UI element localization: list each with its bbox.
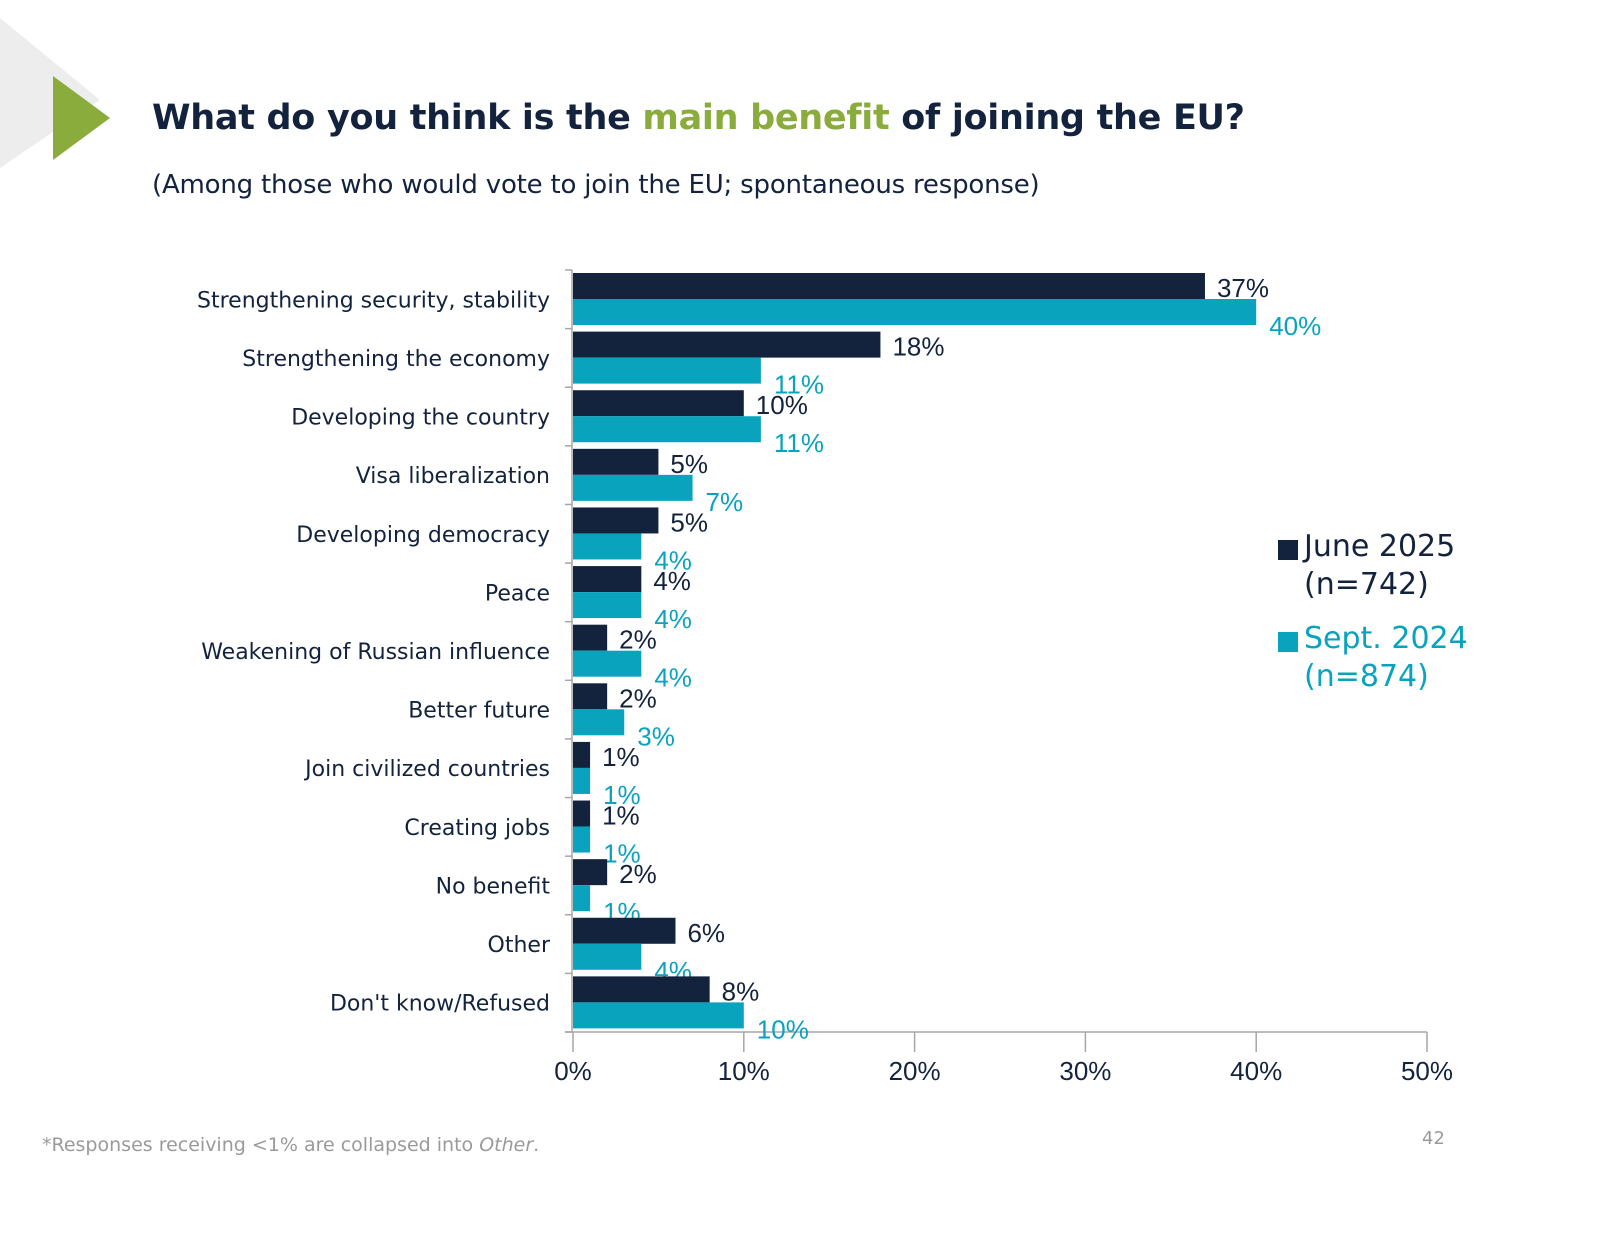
bar-june-2025-creating-jobs	[573, 800, 591, 827]
category-label-join-civilized-countries: Join civilized countries	[303, 757, 550, 782]
bar-june-2025-developing-democracy	[573, 507, 659, 534]
title-suffix: of joining the EU?	[889, 98, 1245, 138]
category-label-strengthening-security-stability: Strengthening security, stability	[197, 288, 550, 313]
slide-subtitle: (Among those who would vote to join the …	[152, 170, 1040, 200]
value-label-sept-2024-join-civilized-countries: 1%	[603, 780, 641, 810]
bar-june-2025-weakening-of-russian-influence	[573, 624, 608, 651]
category-label-developing-democracy: Developing democracy	[296, 523, 550, 548]
bar-sept-2024-no-benefit	[573, 885, 591, 912]
category-label-other: Other	[488, 933, 551, 958]
x-tick-label: 10%	[718, 1056, 770, 1086]
bar-sept-2024-strengthening-security-stability	[573, 299, 1257, 325]
bar-sept-2024-don-t-know-refused	[573, 1002, 744, 1029]
value-label-sept-2024-strengthening-the-economy: 11%	[774, 370, 824, 400]
value-label-june-2025-developing-democracy: 5%	[670, 507, 708, 537]
x-tick-label: 20%	[889, 1056, 941, 1086]
value-label-sept-2024-better-future: 3%	[637, 721, 675, 751]
value-label-sept-2024-peace: 4%	[654, 604, 692, 634]
x-tick-label: 50%	[1401, 1056, 1453, 1086]
legend-swatch-sept-2024	[1278, 632, 1298, 652]
legend-label-june-2025: June 2025	[1304, 529, 1456, 564]
category-label-weakening-of-russian-influence: Weakening of Russian influence	[201, 640, 550, 665]
value-label-sept-2024-developing-the-country: 11%	[774, 428, 824, 458]
bar-june-2025-strengthening-the-economy	[573, 331, 881, 358]
footnote-suffix: .	[533, 1134, 540, 1156]
footnote-prefix: *Responses receiving <1% are collapsed i…	[42, 1134, 480, 1156]
title-prefix: What do you think is the	[152, 98, 643, 138]
bar-june-2025-better-future	[573, 683, 608, 710]
value-label-june-2025-other: 6%	[687, 918, 725, 948]
legend-item-june-2025: June 2025 (n=742)	[1278, 528, 1468, 604]
x-tick-label: 40%	[1230, 1056, 1282, 1086]
footnote: *Responses receiving <1% are collapsed i…	[42, 1134, 539, 1156]
value-label-june-2025-weakening-of-russian-influence: 2%	[619, 625, 657, 655]
category-label-strengthening-the-economy: Strengthening the economy	[242, 347, 550, 372]
legend-label-sept-2024: Sept. 2024	[1304, 621, 1468, 656]
value-label-june-2025-creating-jobs: 1%	[602, 801, 640, 831]
title-highlight: main benefit	[642, 98, 890, 138]
bar-june-2025-join-civilized-countries	[573, 741, 591, 768]
bar-june-2025-visa-liberalization	[573, 448, 659, 475]
value-label-june-2025-developing-the-country: 10%	[756, 390, 808, 420]
value-label-sept-2024-strengthening-security-stability: 40%	[1269, 311, 1321, 341]
accent-triangle-icon	[53, 76, 110, 160]
category-label-don-t-know-refused: Don't know/Refused	[330, 992, 550, 1017]
bar-june-2025-developing-the-country	[573, 390, 744, 417]
bar-sept-2024-developing-democracy	[573, 533, 642, 560]
category-label-peace: Peace	[485, 581, 550, 606]
background-triangle	[0, 18, 100, 168]
slide-title: What do you think is the main benefit of…	[152, 98, 1245, 138]
bar-sept-2024-developing-the-country	[573, 416, 761, 443]
category-label-developing-the-country: Developing the country	[291, 406, 550, 431]
x-tick-label: 30%	[1059, 1056, 1111, 1086]
value-label-sept-2024-creating-jobs: 1%	[603, 839, 641, 869]
value-label-june-2025-strengthening-the-economy: 18%	[892, 332, 944, 362]
bar-june-2025-no-benefit	[573, 859, 608, 886]
legend-n-sept-2024: (n=874)	[1304, 659, 1429, 694]
category-label-visa-liberalization: Visa liberalization	[356, 464, 550, 489]
category-label-better-future: Better future	[408, 699, 550, 724]
value-label-sept-2024-don-t-know-refused: 10%	[757, 1014, 809, 1044]
legend-n-june-2025: (n=742)	[1304, 567, 1429, 602]
value-label-june-2025-better-future: 2%	[619, 683, 657, 713]
legend-swatch-june-2025	[1278, 540, 1298, 560]
legend-item-sept-2024: Sept. 2024 (n=874)	[1278, 620, 1468, 696]
value-label-sept-2024-weakening-of-russian-influence: 4%	[654, 663, 692, 693]
bar-sept-2024-weakening-of-russian-influence	[573, 650, 642, 677]
bar-sept-2024-better-future	[573, 709, 625, 736]
slide-decoration	[0, 18, 110, 168]
value-label-june-2025-strengthening-security-stability: 37%	[1217, 273, 1269, 303]
bar-sept-2024-other	[573, 943, 642, 970]
value-label-sept-2024-visa-liberalization: 7%	[706, 487, 744, 517]
bar-june-2025-don-t-know-refused	[573, 976, 710, 1003]
bar-sept-2024-strengthening-the-economy	[573, 357, 761, 384]
value-label-june-2025-join-civilized-countries: 1%	[602, 742, 640, 772]
bar-sept-2024-visa-liberalization	[573, 474, 693, 501]
bar-june-2025-strengthening-security-stability	[573, 273, 1205, 299]
value-label-june-2025-don-t-know-refused: 8%	[722, 976, 760, 1006]
value-label-june-2025-no-benefit: 2%	[619, 859, 657, 889]
value-label-sept-2024-developing-democracy: 4%	[654, 545, 692, 575]
category-label-no-benefit: No benefit	[436, 874, 551, 899]
bar-sept-2024-creating-jobs	[573, 826, 591, 853]
page-number: 42	[1422, 1128, 1445, 1149]
category-label-creating-jobs: Creating jobs	[404, 816, 550, 841]
value-label-june-2025-peace: 4%	[653, 566, 691, 596]
bar-june-2025-other	[573, 917, 676, 944]
chart-legend: June 2025 (n=742) Sept. 2024 (n=874)	[1278, 528, 1468, 712]
bar-sept-2024-join-civilized-countries	[573, 767, 591, 794]
bar-june-2025-peace	[573, 566, 642, 593]
x-tick-label: 0%	[554, 1056, 592, 1086]
value-label-june-2025-visa-liberalization: 5%	[670, 449, 708, 479]
bar-sept-2024-peace	[573, 592, 642, 619]
footnote-italic: Other	[479, 1134, 534, 1156]
